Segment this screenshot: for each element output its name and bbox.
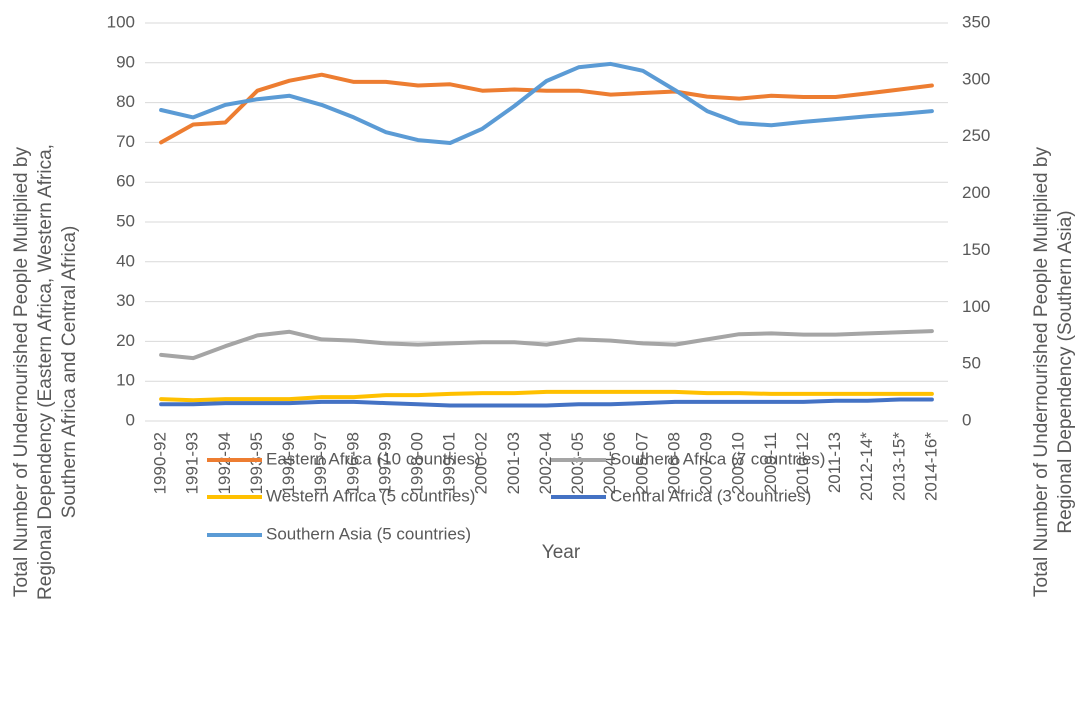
y2-tick-label: 100 — [962, 297, 990, 316]
y-tick-label: 30 — [116, 291, 135, 310]
y2-tick-label: 0 — [962, 410, 971, 429]
series-line — [159, 389, 934, 403]
x-tick-label: 1996-98 — [343, 432, 362, 494]
y2-tick-label: 150 — [962, 240, 990, 259]
series-line — [159, 397, 934, 408]
y-tick-label: 80 — [116, 92, 135, 111]
y-tick-label: 10 — [116, 371, 135, 390]
x-tick-label: 1999-01 — [440, 432, 459, 494]
x-axis-title: Year — [542, 542, 581, 563]
legend-label: Southern Asia (5 countries) — [266, 524, 471, 543]
x-tick-label: 2008-10 — [729, 432, 748, 494]
legend-label: Eastern Africa (10 countries) — [266, 449, 480, 468]
y-axis-title: Total Number of Undernourished People Mu… — [11, 147, 32, 597]
x-tick-label: 2004-06 — [600, 432, 619, 494]
x-tick-label: 2000-02 — [472, 432, 491, 494]
y-tick-label: 100 — [107, 12, 135, 31]
x-tick-label: 1991-93 — [183, 432, 202, 494]
x-tick-label: 2010-12 — [793, 432, 812, 494]
x-tick-label: 2007-09 — [697, 432, 716, 494]
x-tick-label: 2006-08 — [664, 432, 683, 494]
x-tick-label: 1994-96 — [279, 432, 298, 494]
y-tick-label: 60 — [116, 172, 135, 191]
y-tick-label: 0 — [126, 410, 135, 429]
x-tick-label: 2014-16* — [921, 432, 940, 501]
y-tick-label: 90 — [116, 52, 135, 71]
y-axis-title: Southern Africa and Central Africa) — [59, 226, 80, 519]
y-axis-title: Regional Dependency (Eastern Africa, Wes… — [35, 144, 56, 600]
y2-tick-label: 300 — [962, 69, 990, 88]
x-tick-label: 2002-04 — [536, 432, 555, 494]
x-tick-label: 1990-92 — [151, 432, 170, 494]
y2-axis-title: Total Number of Undernourished People Mu… — [1031, 147, 1052, 597]
y2-tick-label: 250 — [962, 126, 990, 145]
y-tick-label: 20 — [116, 331, 135, 350]
x-tick-label: 2005-07 — [632, 432, 651, 494]
series-line — [159, 329, 934, 361]
x-tick-label: 2001-03 — [504, 432, 523, 494]
x-tick-label: 2003-05 — [568, 432, 587, 494]
y-tick-label: 70 — [116, 132, 135, 151]
y2-tick-label: 50 — [962, 354, 981, 373]
legend-label: Western Africa (5 countries) — [266, 486, 475, 505]
x-tick-label: 2011-13 — [825, 432, 844, 493]
x-tick-label: 1993-95 — [247, 432, 266, 494]
y-tick-label: 50 — [116, 211, 135, 230]
x-tick-label: 1997-99 — [375, 432, 394, 494]
x-tick-label: 1995-97 — [311, 432, 330, 494]
x-tick-label: 1998-00 — [408, 432, 427, 494]
y2-axis-title: Regional Dependency (Southern Asia) — [1055, 210, 1076, 533]
y2-tick-label: 350 — [962, 12, 990, 31]
x-tick-label: 2009-11 — [761, 432, 780, 493]
series-line — [159, 61, 934, 145]
y2-tick-label: 200 — [962, 183, 990, 202]
x-tick-label: 1992-94 — [215, 432, 234, 494]
legend-label: Central Africa (3 countries) — [610, 486, 811, 505]
x-tick-label: 2013-15* — [889, 432, 908, 501]
x-tick-label: 2012-14* — [857, 432, 876, 501]
series-line — [159, 72, 934, 145]
legend-label: Southern Africa (7 countries) — [610, 449, 825, 468]
y-tick-label: 40 — [116, 251, 135, 270]
